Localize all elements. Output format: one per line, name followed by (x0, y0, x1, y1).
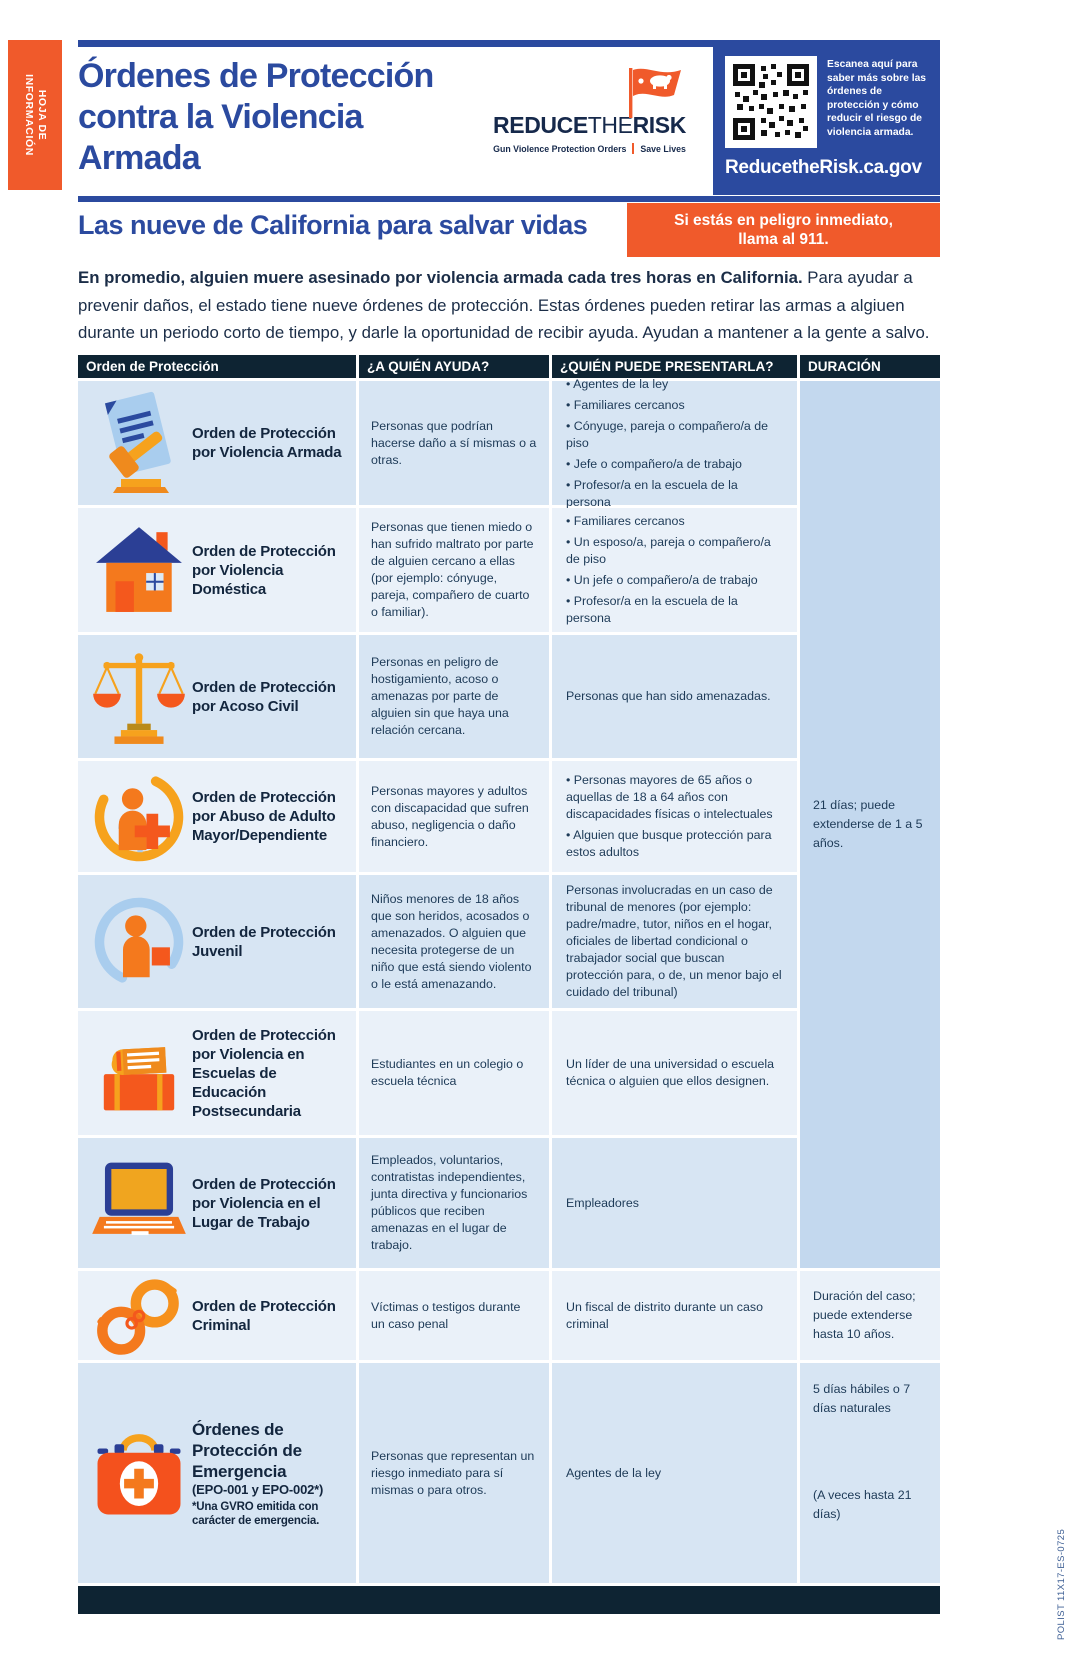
logo-tagline-left: Gun Violence Protection Orders (493, 143, 627, 154)
reduce-the-risk-logo: REDUCE THE RISK Gun Violence Protection O… (482, 68, 697, 154)
elder-care-icon (86, 769, 192, 865)
gvro-filers-list: • Agentes de la ley • Familiares cercanos… (566, 376, 769, 509)
table-row-gvro-name: Orden de Protección por Violencia Armada (78, 381, 356, 505)
duration-cell-rows-1-7: 21 días; puede extenderse de 1 a 5 años. (800, 381, 940, 1268)
criminal-helps-cell: Víctimas o testigos durante un caso pena… (359, 1271, 549, 1360)
qr-code-icon (725, 56, 817, 148)
civil-filers-cell: Personas que han sido amenazadas. (552, 635, 797, 758)
title-line-2: contra la Violencia (78, 98, 363, 136)
domestic-filers-cell: • Familiares cercanos • Un esposo/a, pare… (552, 508, 797, 632)
top-rule (78, 40, 940, 47)
qr-caption: Escanea aquí para saber más sobre las ór… (827, 59, 927, 138)
school-helps-cell: Estudiantes en un colegio o escuela técn… (359, 1011, 549, 1135)
info-sheet-tab: HOJA DE INFORMACIÓN (8, 40, 62, 190)
domestic-helps-cell: Personas que tienen miedo o han sufrido … (359, 508, 549, 632)
table-row-workplace-name: Orden de Protección por Violencia en el … (78, 1138, 356, 1268)
website-link[interactable]: ReducetheRisk.ca.gov (725, 157, 922, 178)
emergency-order-name: Órdenes de Protección de Emergencia (192, 1419, 302, 1481)
books-icon (86, 1025, 192, 1121)
scales-icon (86, 649, 192, 745)
first-aid-kit-icon (86, 1423, 192, 1523)
table-row-juvenile-name: Orden de Protección Juvenil (78, 875, 356, 1008)
laptop-icon (86, 1159, 192, 1247)
civil-helps-cell: Personas en peligro de hostigamiento, ac… (359, 635, 549, 758)
emergency-filers-cell: Agentes de la ley (552, 1363, 797, 1583)
logo-word-risk: RISK (628, 68, 686, 139)
table-row-elder-name: Orden de Protección por Abuso de Adulto … (78, 761, 356, 872)
criminal-filers-cell: Un fiscal de distrito durante un caso cr… (552, 1271, 797, 1360)
col-header-filers: ¿QUIÉN PUEDE PRESENTARLA? (552, 355, 797, 378)
emergency-helps-cell: Personas que representan un riesgo inmed… (359, 1363, 549, 1583)
duration-cell-emergency: 5 días hábiles o 7 días naturales (A vec… (800, 1363, 940, 1583)
school-filers-cell: Un líder de una universidad o escuela té… (552, 1011, 797, 1135)
workplace-helps-cell: Empleados, voluntarios, contratistas ind… (359, 1138, 549, 1268)
subtitle: Las nueve de California para salvar vida… (78, 210, 588, 240)
logo-tagline-right: Save Lives (640, 143, 686, 154)
gvro-filers-cell: • Agentes de la ley • Familiares cercanos… (552, 377, 797, 509)
duration-emergency-note: (A veces hasta 21 días) (813, 1488, 912, 1521)
emergency-line-1: Si estás en peligro inmediato, (674, 212, 893, 229)
elder-helps-cell: Personas mayores y adultos con discapaci… (359, 761, 549, 872)
emergency-banner: Si estás en peligro inmediato, llama al … (627, 203, 940, 257)
logo-word-the: THE (587, 112, 633, 138)
table-row-school-name: Orden de Protección por Violencia en Esc… (78, 1011, 356, 1135)
lead-bold: En promedio, alguien muere asesinado por… (78, 268, 803, 287)
bear-flag-icon (628, 68, 681, 118)
logo-word-reduce: REDUCE (493, 112, 588, 138)
print-code: POLIST 11X17-ES-0725 (1056, 1528, 1067, 1640)
col-header-helps: ¿A QUIÉN AYUDA? (359, 355, 549, 378)
title-line-1: Órdenes de Protección (78, 57, 434, 95)
duration-cell-criminal: Duración del caso; puede extenderse hast… (800, 1271, 940, 1360)
juvenile-filers-cell: Personas involucradas en un caso de trib… (552, 875, 797, 1008)
table-row-civil-name: Orden de Protección por Acoso Civil (78, 635, 356, 758)
document-gavel-icon (86, 391, 192, 495)
house-icon (86, 524, 192, 616)
gvro-helps-cell: Personas que podrían hacerse daño a sí m… (359, 381, 549, 505)
lead-rest: Para ayudar a prevenir daños, el estado … (78, 268, 930, 342)
workplace-filers-cell: Empleadores (552, 1138, 797, 1268)
juvenile-helps-cell: Niños menores de 18 años que son heridos… (359, 875, 549, 1008)
lead-paragraph: En promedio, alguien muere asesinado por… (78, 264, 940, 347)
protection-orders-table: Orden de Protección ¿A QUIÉN AYUDA? ¿QUI… (78, 355, 940, 1583)
col-header-order: Orden de Protección (78, 355, 356, 378)
table-row-emergency-name: Órdenes de Protección de Emergencia (EPO… (78, 1363, 356, 1583)
qr-panel: Escanea aquí para saber más sobre las ór… (713, 45, 940, 195)
juvenile-person-icon (86, 894, 192, 990)
emergency-line-2: llama al 911. (738, 231, 829, 248)
duration-emergency-main: 5 días hábiles o 7 días naturales (813, 1382, 911, 1415)
mid-rule (78, 196, 940, 202)
elder-filers-list: • Personas mayores de 65 años o aquellas… (566, 773, 773, 859)
handcuffs-icon (86, 1272, 192, 1360)
title-line-3: Armada (78, 139, 201, 177)
tab-line-1: HOJA DE (36, 89, 48, 141)
table-row-domestic-name: Orden de Protección por Violencia Domést… (78, 508, 356, 632)
emergency-order-footnote: *Una GVRO emitida con carácter de emerge… (192, 1500, 320, 1527)
footer-bar (78, 1586, 940, 1614)
emergency-order-forms: (EPO-001 y EPO-002*) (192, 1481, 324, 1497)
col-header-duration: DURACIÓN (800, 355, 940, 378)
domestic-filers-list: • Familiares cercanos • Un esposo/a, pare… (566, 514, 771, 625)
table-row-criminal-name: Orden de Protección Criminal (78, 1271, 356, 1360)
page-title: Órdenes de Protección contra la Violenci… (78, 56, 434, 179)
elder-filers-cell: • Personas mayores de 65 años o aquellas… (552, 761, 797, 872)
tagline-divider (632, 143, 635, 154)
tab-line-2: INFORMACIÓN (23, 74, 35, 156)
